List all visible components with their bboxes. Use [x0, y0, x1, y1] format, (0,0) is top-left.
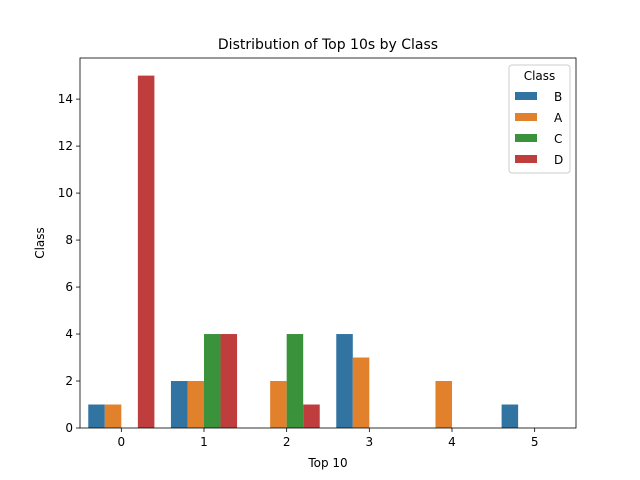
bar-B-1 [170, 381, 188, 428]
legend-label-A: A [554, 111, 563, 125]
y-tick-label: 12 [58, 139, 73, 153]
x-tick-label: 2 [283, 435, 291, 449]
bar-D-2 [303, 404, 320, 428]
x-tick-label: 5 [531, 435, 539, 449]
bar-D-1 [220, 334, 238, 428]
x-tick-label: 4 [448, 435, 456, 449]
y-axis-title: Class [33, 227, 47, 259]
x-tick-label: 3 [366, 435, 374, 449]
x-tick-label: 0 [118, 435, 126, 449]
bar-B-5 [501, 404, 519, 428]
legend-label-D: D [554, 153, 563, 167]
bar-A-4 [435, 381, 452, 428]
bar-A-0 [104, 404, 122, 428]
bar-B-0 [88, 404, 105, 428]
legend-label-C: C [554, 132, 562, 146]
x-tick-label: 1 [200, 435, 208, 449]
x-axis-title: Top 10 [307, 456, 347, 470]
y-tick-label: 4 [65, 327, 73, 341]
chart-title: Distribution of Top 10s by Class [218, 37, 438, 53]
y-tick-label: 0 [65, 421, 73, 435]
bars-group [88, 75, 519, 428]
plot-frame [79, 57, 577, 429]
legend-swatch-B [515, 92, 537, 100]
y-tick-label: 10 [58, 186, 73, 200]
bar-A-2 [270, 381, 287, 428]
y-tick-label: 2 [65, 374, 73, 388]
legend-swatch-D [515, 155, 537, 163]
legend-swatch-C [515, 134, 537, 142]
bar-A-1 [187, 381, 204, 428]
y-tick-label: 8 [65, 233, 73, 247]
bar-B-3 [336, 334, 353, 428]
legend-swatch-A [515, 113, 537, 121]
bar-C-1 [204, 334, 221, 428]
x-axis: 0 1 2 3 4 5 [118, 428, 539, 449]
legend-label-B: B [554, 90, 562, 104]
bar-D-0 [137, 75, 155, 428]
legend-title: Class [524, 69, 556, 83]
bar-A-3 [352, 357, 370, 428]
y-tick-label: 6 [65, 280, 73, 294]
y-axis: 0 2 4 6 8 10 12 14 [58, 92, 80, 435]
y-tick-label: 14 [58, 92, 73, 106]
bar-C-2 [286, 334, 304, 428]
